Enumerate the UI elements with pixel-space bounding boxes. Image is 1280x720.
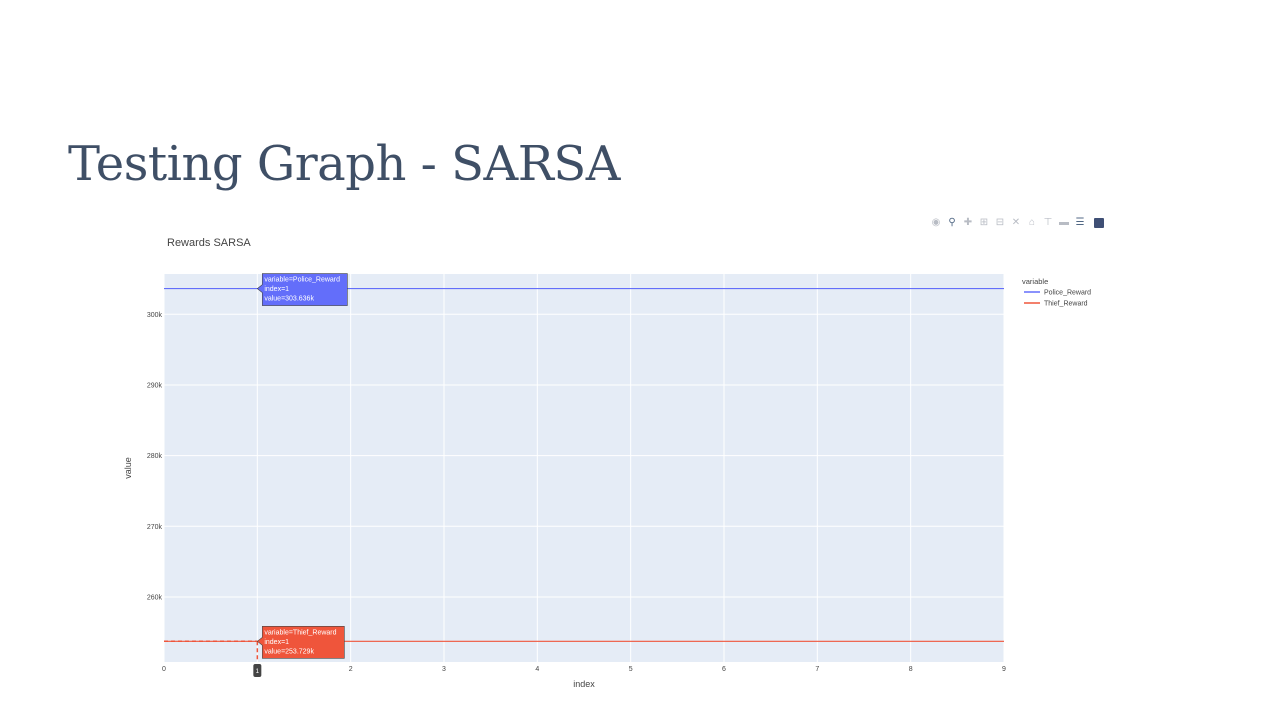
zoom-out-icon[interactable]: ⊟ [995, 217, 1005, 228]
x-tick-label: 2 [349, 666, 353, 673]
x-tick-label: 6 [722, 666, 726, 673]
hover-label-text: value=253.729k [264, 648, 314, 655]
hover-label-text: variable=Police_Reward [264, 277, 340, 284]
camera-icon[interactable]: ◉ [931, 217, 941, 228]
x-tick-label: 5 [629, 666, 633, 673]
y-axis-title: value [123, 457, 133, 479]
plotly-logo-icon[interactable] [1094, 218, 1104, 228]
y-gridlines [164, 313, 1004, 598]
x-tick-label: 3 [442, 666, 446, 673]
x-tick-label: 9 [1002, 666, 1006, 673]
home-icon[interactable]: ⌂ [1028, 217, 1036, 228]
y-tick-label: 300k [147, 312, 163, 319]
x-tick-label: 4 [535, 666, 539, 673]
y-tick-labels: 260k 270k 280k 290k 300k [147, 312, 163, 602]
x-tick-label: 8 [909, 666, 913, 673]
chart-modebar: ◉ ⚲ ✚ ⊞ ⊟ ✕ ⌂ ⊤ ▬ ☰ [930, 216, 1104, 230]
x-spike-label-bg [253, 664, 262, 677]
hover-labels: variable=Police_Reward index=1 value=303.6… [256, 273, 348, 659]
y-tick-label: 260k [147, 594, 163, 601]
legend-item-label[interactable]: Thief_Reward [1044, 301, 1088, 308]
hover-label-text: index=1 [264, 639, 289, 646]
x-tick-label: 0 [162, 666, 166, 673]
autoscale-icon[interactable]: ✕ [1011, 217, 1021, 228]
y-tick-label: 280k [147, 453, 163, 460]
slide-title: Testing Graph - SARSA [68, 136, 620, 192]
spike-lines-icon[interactable]: ⊤ [1043, 217, 1053, 228]
legend-item-label[interactable]: Police_Reward [1044, 290, 1091, 297]
x-spike-label: 1 [256, 668, 260, 675]
x-tick-label: 7 [815, 666, 819, 673]
hover-spikes: 1 [164, 640, 262, 677]
hover-compare-icon[interactable]: ☰ [1075, 217, 1085, 228]
hover-closest-icon[interactable]: ▬ [1059, 217, 1069, 228]
zoom-icon[interactable]: ⚲ [948, 217, 956, 228]
hover-label-text: variable=Thief_Reward [264, 629, 336, 636]
chart-title: Rewards SARSA [167, 237, 251, 249]
y-tick-label: 290k [147, 382, 163, 389]
legend: variable Police_Reward Thief_Reward [1022, 277, 1091, 308]
plot-area[interactable] [164, 274, 1004, 662]
hover-label-text: index=1 [264, 286, 289, 293]
hover-label-box [256, 626, 345, 659]
y-tick-label: 270k [147, 524, 163, 531]
pan-icon[interactable]: ✚ [963, 217, 973, 228]
legend-title: variable [1022, 277, 1048, 286]
hover-label-box [256, 273, 348, 306]
x-tick-labels: 0 1 2 3 4 5 6 7 8 9 [162, 666, 1006, 673]
x-axis-title: index [573, 679, 595, 689]
zoom-in-icon[interactable]: ⊞ [979, 217, 989, 228]
hover-label-text: value=303.636k [264, 296, 314, 303]
